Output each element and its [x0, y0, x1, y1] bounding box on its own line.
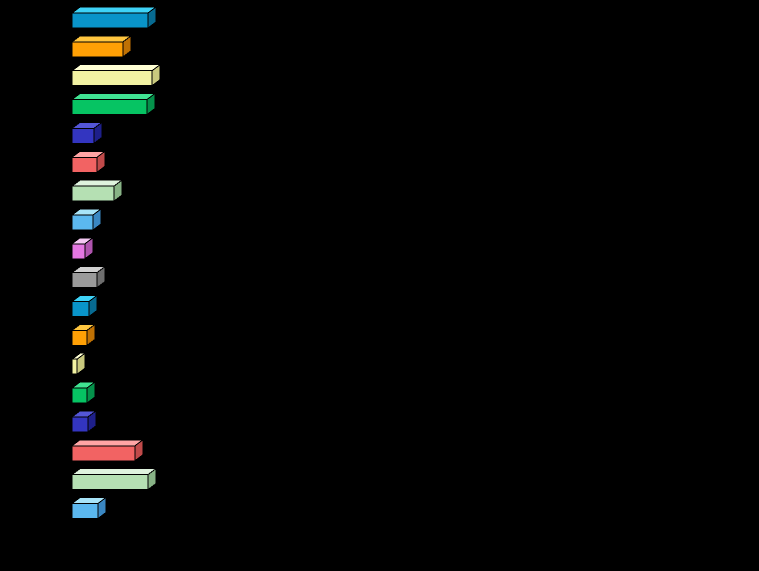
bar-top-face — [70, 35, 133, 43]
bar-11-blue — [70, 294, 99, 318]
bar-front-face — [71, 416, 89, 433]
bar-front-face — [71, 272, 98, 289]
bar-04-green — [70, 92, 157, 116]
bar-13-pale-yellow — [70, 352, 87, 376]
bar-front-face — [71, 358, 78, 375]
bar-front-face — [71, 156, 98, 173]
bar-10-gray — [70, 265, 107, 289]
bar-07-pale-green — [70, 179, 124, 203]
bar-06-salmon — [70, 150, 107, 174]
bar-front-face — [71, 502, 99, 519]
bar-02-orange — [70, 34, 133, 58]
bar-front-face — [71, 70, 153, 87]
bar-front-face — [71, 329, 88, 346]
bar-09-orchid — [70, 236, 95, 260]
bar-top-face — [70, 6, 158, 14]
bar-front-face — [71, 387, 88, 404]
bar-16-salmon — [70, 438, 145, 462]
bar-front-face — [71, 12, 149, 29]
bar-01-blue — [70, 6, 158, 29]
bar-top-face — [70, 64, 162, 72]
bar-top-face — [70, 439, 145, 447]
bar-03-pale-yellow — [70, 63, 162, 87]
bar-05-navy — [70, 121, 104, 145]
bar-front-face — [71, 99, 148, 116]
bar-front-face — [71, 243, 86, 260]
bar-front-face — [71, 214, 94, 231]
bar-front-face — [71, 127, 95, 144]
bar-18-sky-blue — [70, 496, 108, 520]
bar-front-face — [71, 185, 115, 202]
bar-17-pale-green — [70, 467, 158, 491]
bar-15-navy — [70, 409, 98, 433]
bar-front-face — [71, 301, 90, 317]
bar-08-sky-blue — [70, 207, 103, 231]
bar-front-face — [71, 445, 136, 462]
bar-top-face — [70, 93, 157, 101]
bar-top-face — [70, 468, 158, 476]
bar-front-face — [71, 474, 149, 491]
bar-14-green — [70, 381, 97, 405]
bar-12-orange — [70, 323, 97, 347]
bar-front-face — [71, 41, 124, 58]
